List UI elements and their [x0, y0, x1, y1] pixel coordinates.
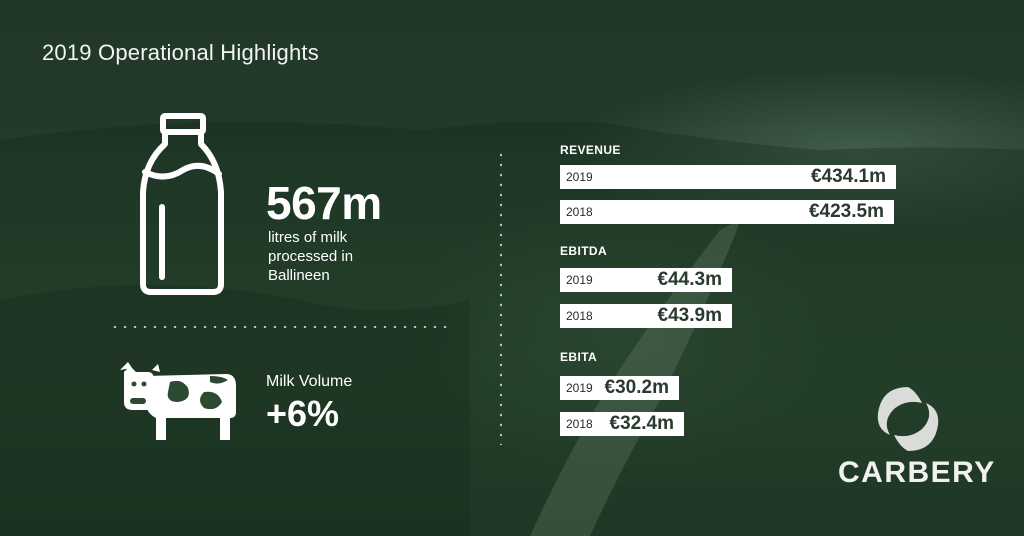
divider-vertical [500, 150, 502, 445]
bar-value-label: €44.3m [657, 269, 722, 290]
bar-category: 2018 [566, 417, 593, 431]
bar-ebitda-2018: 2018 €43.9m [560, 304, 732, 328]
brand-name: CARBERY [838, 456, 996, 489]
bar-value-label: €434.1m [810, 166, 886, 187]
bar-value-label: €43.9m [657, 305, 722, 326]
chart-title-ebita: EBITA [560, 350, 598, 364]
milk-volume-label: Milk Volume [266, 373, 353, 390]
bar-revenue-2019: 2019 €434.1m [560, 165, 896, 189]
milk-litres-caption: litres of milk processed in Ballineen [268, 229, 354, 284]
milk-litres-value: 567m [266, 177, 382, 229]
divider-horizontal [110, 326, 450, 328]
bar-category: 2019 [566, 170, 593, 184]
page-title: 2019 Operational Highlights [42, 40, 319, 65]
cow-icon [120, 362, 236, 440]
bar-ebita-2018: 2018 €32.4m [560, 412, 684, 436]
chart-title-revenue: REVENUE [560, 143, 621, 157]
bar-ebita-2019: 2019 €30.2m [560, 376, 679, 400]
bar-value-label: €32.4m [609, 413, 674, 434]
bar-category: 2019 [566, 273, 593, 287]
bar-value-label: €30.2m [604, 377, 669, 398]
bar-value-label: €423.5m [808, 201, 884, 222]
bar-revenue-2018: 2018 €423.5m [560, 200, 894, 224]
milk-volume-value: +6% [266, 393, 340, 434]
bar-category: 2019 [566, 381, 593, 395]
carbery-logo-mark [877, 387, 939, 451]
bar-category: 2018 [566, 205, 593, 219]
bar-category: 2018 [566, 309, 593, 323]
milk-bottle-icon [140, 113, 224, 295]
chart-title-ebitda: EBITDA [560, 244, 608, 258]
bar-ebitda-2019: 2019 €44.3m [560, 268, 732, 292]
